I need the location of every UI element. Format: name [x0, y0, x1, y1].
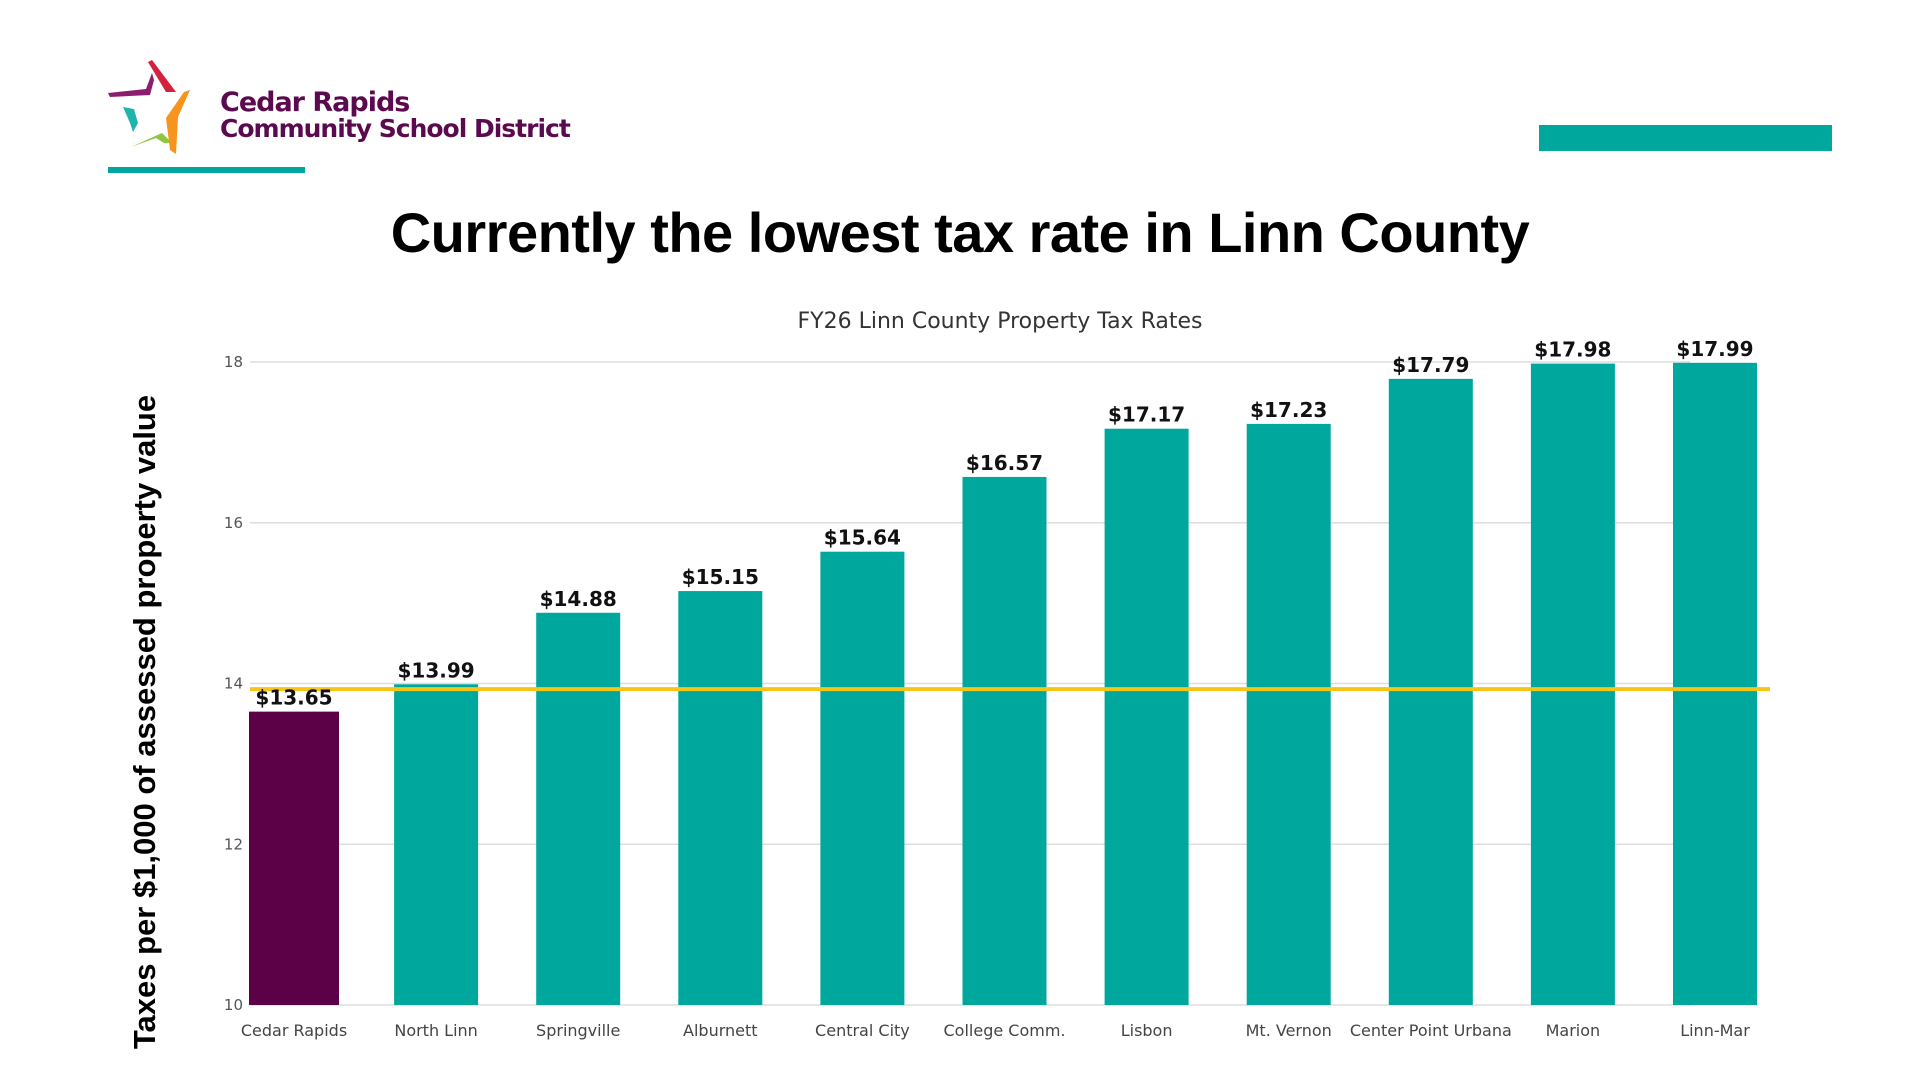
- star-orange-arm: [166, 90, 190, 154]
- bar: [962, 476, 1047, 1005]
- star-red-arm: [148, 60, 176, 92]
- data-label: $15.15: [682, 565, 759, 589]
- logo-text: Cedar Rapids Community School District: [220, 87, 571, 143]
- category-labels: Cedar Rapids North Linn Springville Alburne…: [241, 1021, 1750, 1040]
- logo-line1: Cedar Rapids: [220, 87, 410, 118]
- x-tick-label: Center Point Urbana: [1350, 1021, 1512, 1040]
- x-tick-label: Springville: [536, 1021, 620, 1040]
- x-tick-label: Alburnett: [683, 1021, 758, 1040]
- bar: [394, 684, 479, 1005]
- x-tick-label: Lisbon: [1121, 1021, 1173, 1040]
- bar: [1530, 363, 1615, 1005]
- data-label: $16.57: [966, 451, 1043, 475]
- bar: [1246, 423, 1331, 1005]
- bars: [249, 362, 1757, 1006]
- y-axis-ticks: 10 12 14 16 18: [224, 353, 243, 1014]
- star-teal-arm: [123, 107, 138, 132]
- bar: [678, 591, 763, 1005]
- data-labels: $13.65 $13.99 $14.88 $15.15 $15.64 $16.57 $17.…: [255, 337, 1753, 710]
- data-label: $13.65: [255, 686, 332, 710]
- bar: [1388, 378, 1473, 1005]
- data-label: $17.99: [1676, 337, 1753, 361]
- x-tick-label: North Linn: [394, 1021, 477, 1040]
- star-purple-arm: [108, 73, 154, 97]
- data-label: $13.99: [398, 658, 475, 682]
- data-label: $17.23: [1250, 398, 1327, 422]
- x-tick-label: Linn-Mar: [1680, 1021, 1750, 1040]
- x-tick-label: Marion: [1546, 1021, 1601, 1040]
- slide-title: Currently the lowest tax rate in Linn Co…: [390, 201, 1530, 264]
- bar: [536, 612, 621, 1005]
- bar: [249, 711, 339, 1005]
- data-label: $15.64: [824, 526, 901, 550]
- data-label: $14.88: [540, 587, 617, 611]
- x-tick-label: Mt. Vernon: [1246, 1021, 1332, 1040]
- x-tick-label: College Comm.: [944, 1021, 1066, 1040]
- y-tick-label: 14: [224, 675, 243, 693]
- district-logo: Cedar Rapids Community School District: [108, 60, 608, 180]
- star-green-arm: [131, 133, 172, 147]
- accent-bar: [1539, 125, 1832, 151]
- y-tick-label: 12: [224, 835, 243, 853]
- logo-line2: Community School District: [220, 114, 571, 143]
- x-tick-label: Central City: [815, 1021, 910, 1040]
- chart-title: FY26 Linn County Property Tax Rates: [798, 309, 1203, 334]
- bar: [1673, 362, 1757, 1006]
- data-label: $17.17: [1108, 403, 1185, 427]
- y-tick-label: 16: [224, 514, 243, 532]
- data-label: $17.98: [1534, 338, 1611, 362]
- x-tick-label: Cedar Rapids: [241, 1021, 347, 1040]
- data-label: $17.79: [1392, 353, 1469, 377]
- star-logo-icon: [108, 60, 190, 154]
- y-tick-label: 18: [224, 353, 243, 371]
- logo-underline: [108, 167, 305, 173]
- bar: [1104, 428, 1189, 1005]
- bar: [820, 551, 905, 1005]
- y-tick-label: 10: [224, 996, 243, 1014]
